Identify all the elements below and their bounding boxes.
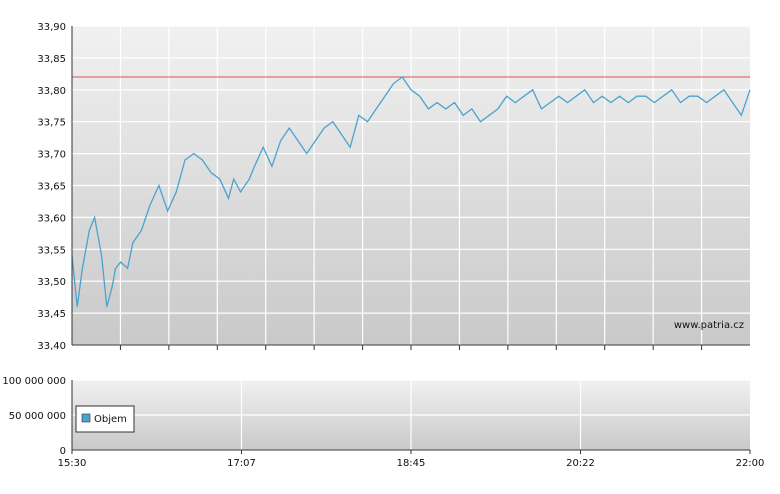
y-tick-label: 33,65 bbox=[37, 182, 66, 193]
y-tick-label: 33,60 bbox=[37, 213, 66, 224]
y-tick-label: 33,75 bbox=[37, 118, 66, 129]
price-series-line bbox=[71, 76, 751, 307]
y-tick-label: 0 bbox=[60, 446, 66, 457]
y-tick-label: 33,45 bbox=[37, 309, 66, 320]
y-tick-label: 33,40 bbox=[37, 341, 66, 352]
price-panel: 33,40 33,45 33,50 33,55 33,60 33,65 33,70 33,75… bbox=[37, 22, 751, 352]
x-tick-label: 20:22 bbox=[566, 458, 595, 469]
y-tick-label: 100 000 000 bbox=[2, 376, 66, 387]
x-tick-label: 17:07 bbox=[227, 458, 256, 469]
y-tick-label: 33,90 bbox=[37, 22, 66, 33]
y-tick-label: 33,55 bbox=[37, 245, 66, 256]
watermark: www.patria.cz bbox=[674, 320, 744, 331]
legend-swatch bbox=[81, 413, 91, 423]
volume-x-axis: 15:30 17:07 18:45 20:22 22:00 bbox=[58, 450, 765, 469]
x-tick-label: 22:00 bbox=[736, 458, 765, 469]
y-tick-label: 33,50 bbox=[37, 277, 66, 288]
y-tick-label: 33,80 bbox=[37, 86, 66, 97]
price-x-axis bbox=[119, 345, 703, 350]
x-tick-label: 15:30 bbox=[58, 458, 87, 469]
volume-legend: Objem bbox=[75, 405, 135, 433]
y-tick-label: 33,85 bbox=[37, 54, 66, 65]
volume-y-axis: 0 50 000 000 100 000 000 bbox=[2, 376, 66, 457]
volume-panel: 0 50 000 000 100 000 000 15:30 17:07 18:45 20… bbox=[2, 376, 764, 469]
y-tick-label: 33,70 bbox=[37, 150, 66, 161]
x-tick-label: 18:45 bbox=[397, 458, 426, 469]
price-y-axis: 33,40 33,45 33,50 33,55 33,60 33,65 33,70 33,75… bbox=[37, 22, 66, 352]
legend-label: Objem bbox=[94, 414, 127, 425]
y-tick-label: 50 000 000 bbox=[9, 411, 66, 422]
